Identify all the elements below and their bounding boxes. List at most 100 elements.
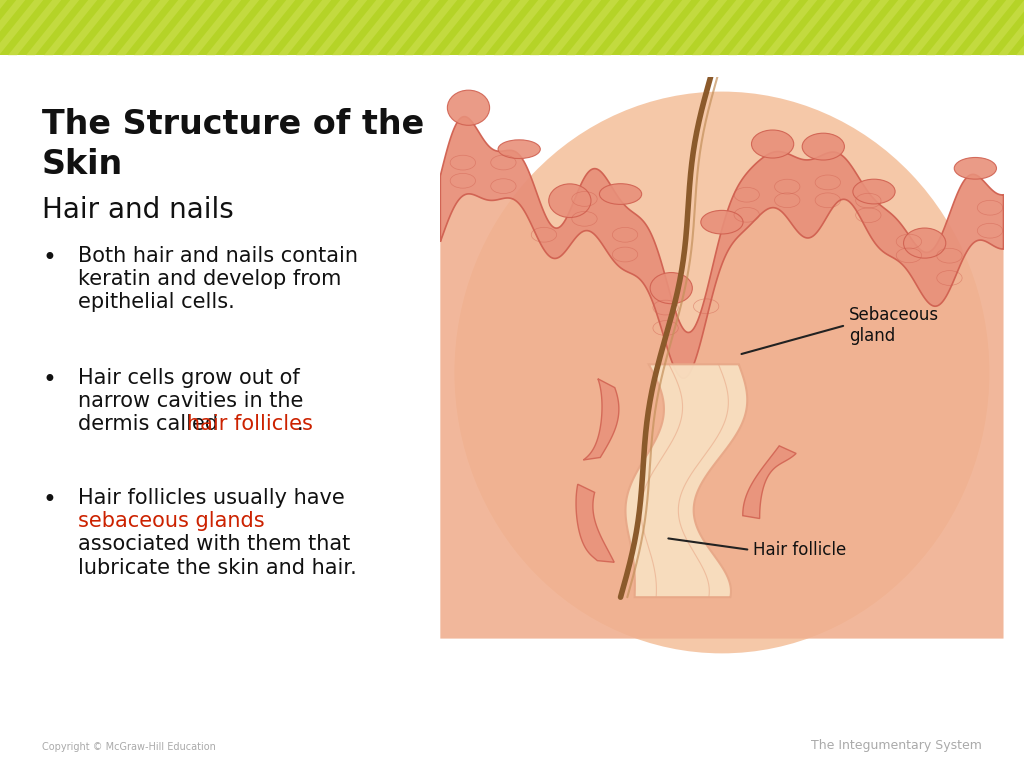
Polygon shape xyxy=(674,0,727,55)
Polygon shape xyxy=(26,0,79,55)
Polygon shape xyxy=(746,0,800,55)
Polygon shape xyxy=(782,0,836,55)
Polygon shape xyxy=(656,0,710,55)
Ellipse shape xyxy=(599,184,642,204)
Polygon shape xyxy=(422,0,475,55)
Text: Hair follicles usually have: Hair follicles usually have xyxy=(78,488,345,508)
Polygon shape xyxy=(260,0,313,55)
Polygon shape xyxy=(44,0,97,55)
Polygon shape xyxy=(626,364,748,598)
Polygon shape xyxy=(404,0,458,55)
Text: •: • xyxy=(42,368,56,392)
Ellipse shape xyxy=(802,133,845,160)
Ellipse shape xyxy=(650,273,692,303)
Polygon shape xyxy=(440,194,1004,639)
Text: associated with them that: associated with them that xyxy=(78,535,350,554)
Polygon shape xyxy=(584,379,618,460)
Text: •: • xyxy=(42,488,56,512)
Polygon shape xyxy=(764,0,817,55)
Polygon shape xyxy=(602,0,655,55)
Polygon shape xyxy=(926,0,979,55)
Text: epithelial cells.: epithelial cells. xyxy=(78,293,234,313)
Text: Hair cells grow out of: Hair cells grow out of xyxy=(78,368,300,388)
Polygon shape xyxy=(458,0,511,55)
Ellipse shape xyxy=(853,179,895,204)
Text: narrow cavities in the: narrow cavities in the xyxy=(78,391,303,411)
Polygon shape xyxy=(170,0,223,55)
Text: Hair and nails: Hair and nails xyxy=(42,196,233,224)
Polygon shape xyxy=(566,0,620,55)
Polygon shape xyxy=(494,0,547,55)
Text: Copyright © McGraw-Hill Education: Copyright © McGraw-Hill Education xyxy=(42,742,216,752)
Polygon shape xyxy=(962,0,1015,55)
Polygon shape xyxy=(476,0,529,55)
Polygon shape xyxy=(296,0,349,55)
Polygon shape xyxy=(440,117,1004,379)
Text: hair follicles: hair follicles xyxy=(187,415,313,435)
Ellipse shape xyxy=(903,228,946,258)
Ellipse shape xyxy=(455,91,989,654)
Polygon shape xyxy=(314,0,368,55)
Text: •: • xyxy=(42,246,56,270)
Polygon shape xyxy=(692,0,745,55)
Text: Skin: Skin xyxy=(42,148,123,181)
Text: sebaceous glands: sebaceous glands xyxy=(78,511,264,531)
Text: Sebaceous
gland: Sebaceous gland xyxy=(849,306,939,345)
Polygon shape xyxy=(350,0,403,55)
Polygon shape xyxy=(818,0,871,55)
Text: .: . xyxy=(296,415,303,435)
Text: The Integumentary System: The Integumentary System xyxy=(811,739,982,752)
Polygon shape xyxy=(980,0,1024,55)
Polygon shape xyxy=(1016,0,1024,55)
Polygon shape xyxy=(62,0,116,55)
Polygon shape xyxy=(620,0,673,55)
Polygon shape xyxy=(908,0,962,55)
Polygon shape xyxy=(278,0,331,55)
Polygon shape xyxy=(152,0,205,55)
Text: lubricate the skin and hair.: lubricate the skin and hair. xyxy=(78,558,356,578)
Polygon shape xyxy=(530,0,584,55)
Ellipse shape xyxy=(752,130,794,158)
Polygon shape xyxy=(854,0,907,55)
Polygon shape xyxy=(188,0,242,55)
Polygon shape xyxy=(638,0,691,55)
Polygon shape xyxy=(0,0,26,55)
Text: Both hair and nails contain: Both hair and nails contain xyxy=(78,246,358,266)
Polygon shape xyxy=(386,0,439,55)
Ellipse shape xyxy=(700,210,743,234)
Text: keratin and develop from: keratin and develop from xyxy=(78,270,341,290)
Polygon shape xyxy=(998,0,1024,55)
Polygon shape xyxy=(577,484,614,562)
Polygon shape xyxy=(728,0,781,55)
Polygon shape xyxy=(80,0,133,55)
Polygon shape xyxy=(242,0,295,55)
Polygon shape xyxy=(332,0,385,55)
Bar xyxy=(0,0,1024,55)
Polygon shape xyxy=(742,445,796,518)
Ellipse shape xyxy=(954,157,996,179)
Polygon shape xyxy=(0,0,43,55)
Polygon shape xyxy=(0,0,7,55)
Polygon shape xyxy=(944,0,997,55)
Polygon shape xyxy=(116,0,169,55)
Polygon shape xyxy=(224,0,278,55)
Text: The Structure of the: The Structure of the xyxy=(42,108,424,141)
Polygon shape xyxy=(584,0,637,55)
Polygon shape xyxy=(548,0,601,55)
Polygon shape xyxy=(206,0,259,55)
Ellipse shape xyxy=(447,90,489,125)
Text: dermis called: dermis called xyxy=(78,415,224,435)
Ellipse shape xyxy=(498,140,541,158)
Polygon shape xyxy=(800,0,853,55)
Ellipse shape xyxy=(549,184,591,217)
Polygon shape xyxy=(872,0,926,55)
Polygon shape xyxy=(8,0,61,55)
Polygon shape xyxy=(836,0,889,55)
Polygon shape xyxy=(368,0,421,55)
Polygon shape xyxy=(134,0,187,55)
Text: Hair follicle: Hair follicle xyxy=(753,541,846,559)
Polygon shape xyxy=(512,0,565,55)
Polygon shape xyxy=(440,0,494,55)
Polygon shape xyxy=(98,0,152,55)
Polygon shape xyxy=(710,0,763,55)
